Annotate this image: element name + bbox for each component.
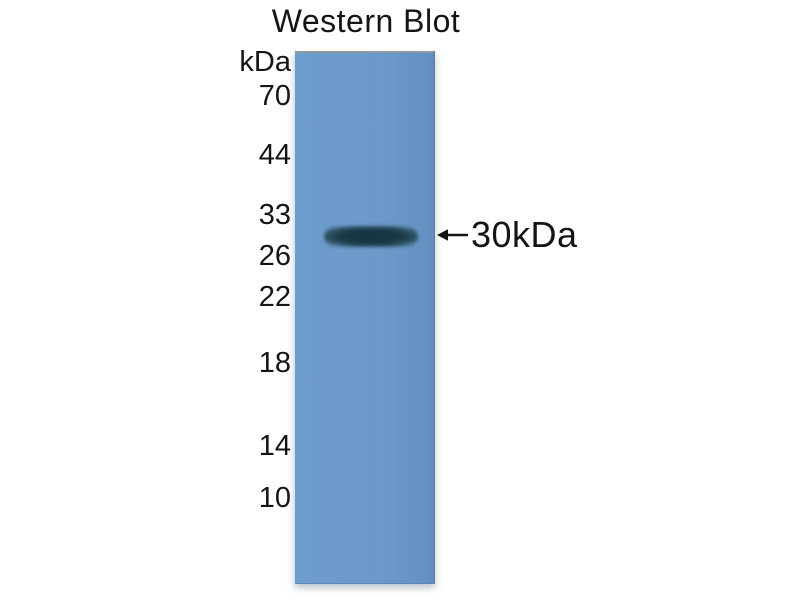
band-annotation: 30kDa <box>437 217 578 253</box>
ladder-unit-label: kDa <box>239 46 291 78</box>
protein-band <box>324 226 418 247</box>
ladder-marker-18: 18 <box>258 347 291 379</box>
ladder-marker-70: 70 <box>258 80 291 112</box>
ladder-marker-33: 33 <box>258 199 291 231</box>
ladder-marker-26: 26 <box>258 240 291 272</box>
ladder-marker-44: 44 <box>258 139 291 171</box>
gel-lane <box>295 51 435 584</box>
ladder-marker-10: 10 <box>258 482 291 514</box>
ladder-marker-22: 22 <box>258 281 291 313</box>
figure-title: Western Blot <box>271 3 461 39</box>
left-arrow-icon <box>437 229 468 241</box>
band-annotation-label: 30kDa <box>471 214 578 255</box>
ladder-marker-14: 14 <box>258 430 291 462</box>
